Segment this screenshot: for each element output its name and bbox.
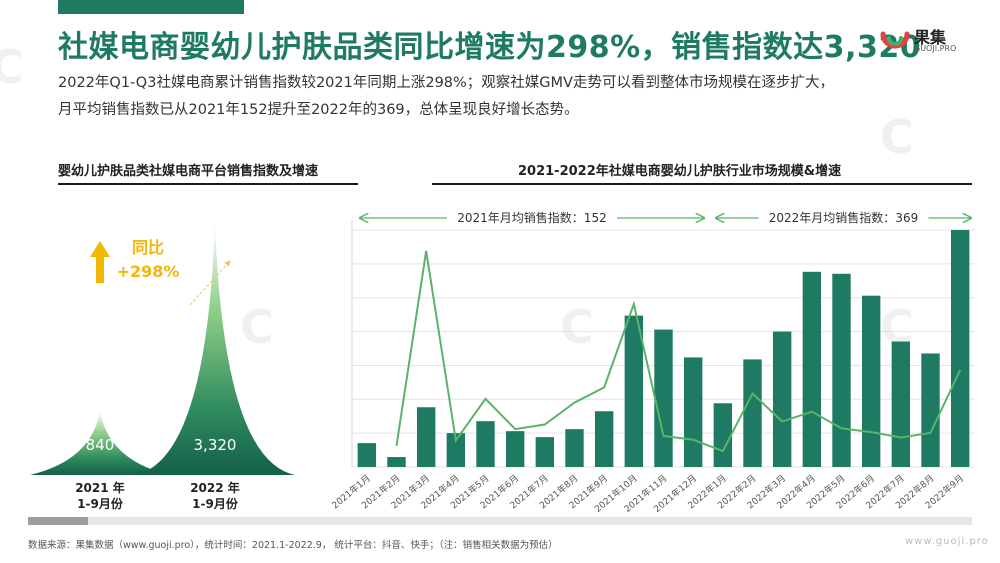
bar-2 bbox=[387, 457, 406, 467]
growth-arrow-shaft bbox=[96, 255, 104, 283]
market-bar-line-chart: 2021年月均销售指数：152 2022年月均销售指数：369 2021年1月20… bbox=[330, 206, 975, 515]
watermark: C bbox=[240, 300, 274, 354]
brand-logo: 果集 GUOJI.PRO bbox=[880, 22, 980, 62]
peak-category-label: 2022 年 bbox=[190, 480, 240, 495]
bar-14 bbox=[743, 359, 762, 467]
bar-9 bbox=[594, 411, 614, 467]
scrollbar-thumb[interactable] bbox=[28, 517, 88, 525]
bar-19 bbox=[891, 341, 911, 467]
bar-20 bbox=[921, 353, 940, 467]
peak-category-label: 1-9月份 bbox=[77, 496, 124, 511]
data-source-note: 数据来源：果集数据（www.guoji.pro），统计时间：2021.1-202… bbox=[28, 540, 558, 551]
bar-15 bbox=[772, 331, 792, 467]
peak-value-label: 3,320 bbox=[194, 436, 237, 454]
watermark: C bbox=[0, 40, 24, 94]
bar-16 bbox=[802, 271, 822, 467]
bar-17 bbox=[832, 273, 851, 467]
annotation-label: 2021年月均销售指数：152 bbox=[457, 210, 606, 225]
growth-dashed-arrow bbox=[189, 260, 231, 306]
bar-1 bbox=[357, 443, 377, 467]
growth-line bbox=[395, 250, 962, 453]
description: 2022年Q1-Q3社媒电商累计销售指数较2021年同期上涨298%；观察社媒G… bbox=[58, 70, 938, 124]
right-chart-title: 2021-2022年社媒电商婴幼儿护肤行业市场规模&增速 bbox=[518, 164, 842, 179]
peak-mark-1 bbox=[30, 410, 170, 475]
guoji-logo-icon bbox=[880, 31, 910, 49]
bar-12 bbox=[683, 357, 703, 467]
description-line: 2022年Q1-Q3社媒电商累计销售指数较2021年同期上涨298%；观察社媒G… bbox=[58, 75, 834, 91]
logo-subtitle: GUOJI.PRO bbox=[914, 44, 957, 53]
bar-6 bbox=[505, 431, 525, 467]
bar-7 bbox=[535, 437, 555, 467]
peak-value-label: 840 bbox=[86, 436, 115, 454]
peak-category-label: 1-9月份 bbox=[192, 496, 239, 511]
growth-value: +298% bbox=[117, 262, 180, 281]
left-chart-title: 婴幼儿护肤品类社媒电商平台销售指数及增速 bbox=[58, 164, 319, 179]
description-line: 月平均销售指数已从2021年152提升至2022年的369，总体呈现良好增长态势… bbox=[58, 102, 579, 118]
annotation-bg bbox=[447, 206, 617, 228]
top-accent-bar bbox=[58, 0, 244, 14]
website-watermark: www.guoji.pro bbox=[905, 536, 989, 547]
watermark: C bbox=[880, 110, 914, 164]
page-title: 社媒电商婴幼儿护肤品类同比增速为298%，销售指数达3,320 bbox=[58, 30, 922, 65]
bar-8 bbox=[565, 429, 584, 467]
right-title-underline bbox=[432, 183, 972, 185]
bar-11 bbox=[654, 329, 673, 467]
growth-label: 同比 bbox=[132, 238, 164, 257]
bar-13 bbox=[713, 403, 733, 467]
peak-category-label: 2021 年 bbox=[75, 480, 125, 495]
growth-arrow-head bbox=[90, 241, 110, 257]
bar-18 bbox=[861, 295, 881, 467]
bar-10 bbox=[624, 315, 644, 467]
horizontal-scrollbar[interactable] bbox=[28, 517, 972, 525]
bar-4 bbox=[446, 433, 466, 467]
bar-21 bbox=[950, 229, 970, 467]
peak-mark-2 bbox=[135, 220, 295, 475]
logo-name: 果集 bbox=[914, 28, 947, 47]
watermark: C bbox=[560, 300, 594, 354]
annotation-bg bbox=[758, 206, 929, 228]
bar-3 bbox=[416, 407, 436, 467]
left-title-underline bbox=[58, 183, 358, 185]
annotation-label: 2022年月均销售指数：369 bbox=[769, 210, 918, 225]
bar-5 bbox=[476, 421, 495, 467]
